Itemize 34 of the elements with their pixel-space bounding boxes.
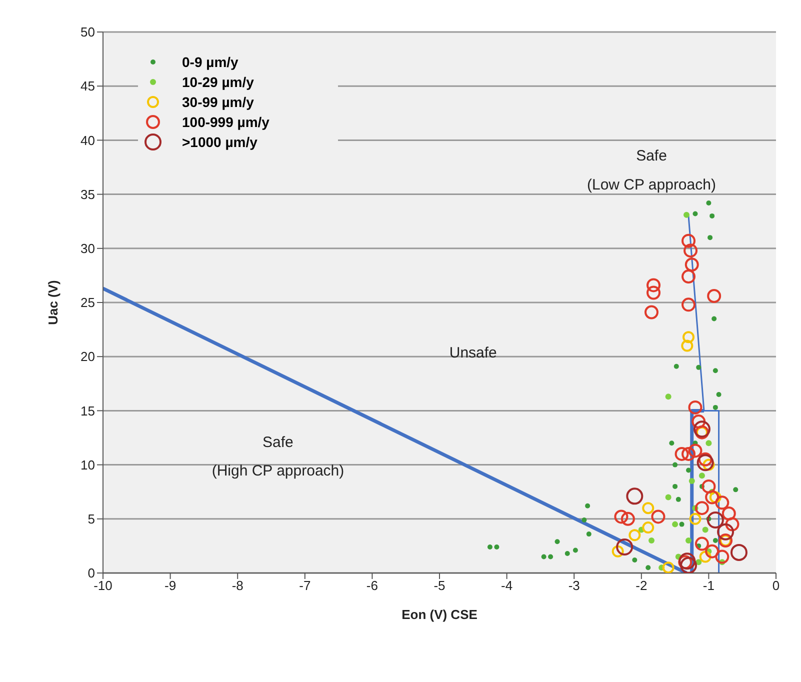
x-tick-label: 0: [772, 578, 780, 594]
y-tick-label: 25: [80, 295, 95, 310]
annotation: (Low CP approach): [587, 176, 716, 194]
x-tick-label: -5: [434, 578, 446, 594]
legend-label: 30-99 µm/y: [182, 94, 254, 110]
y-tick-label: 10: [80, 457, 95, 472]
y-tick-label: 15: [80, 403, 95, 418]
x-tick-label: -6: [366, 578, 378, 594]
annotation: (High CP approach): [212, 462, 344, 480]
y-tick-label: 30: [80, 241, 95, 256]
x-tick-label: -4: [501, 578, 513, 594]
y-tick-label: 50: [80, 24, 95, 40]
x-axis-title: Eon (V) CSE: [402, 607, 478, 622]
x-tick-label: -3: [568, 578, 580, 594]
y-tick-label: 35: [80, 186, 95, 202]
x-tick-label: -10: [94, 578, 112, 594]
y-tick-label: 0: [88, 566, 95, 581]
legend-label: 10-29 µm/y: [182, 74, 254, 90]
annotation: Unsafe: [449, 344, 497, 362]
y-tick-label: 5: [88, 512, 95, 527]
y-tick-label: 45: [80, 78, 95, 94]
x-tick-label: -8: [232, 578, 244, 594]
annotation: Safe: [636, 147, 667, 164]
legend-label: 100-999 µm/y: [182, 114, 270, 130]
y-tick-label: 40: [80, 132, 95, 148]
annotation: Safe: [262, 434, 294, 452]
legend-label: 0-9 µm/y: [182, 54, 238, 70]
x-tick-label: -2: [636, 578, 648, 594]
x-tick-label: -1: [702, 578, 714, 594]
y-tick-label: 20: [80, 349, 95, 364]
x-tick-label: -7: [299, 578, 311, 594]
legend-label: >1000 µm/y: [182, 134, 258, 150]
x-tick-label: -9: [164, 578, 176, 594]
y-axis-title: Uac (V): [46, 280, 61, 325]
